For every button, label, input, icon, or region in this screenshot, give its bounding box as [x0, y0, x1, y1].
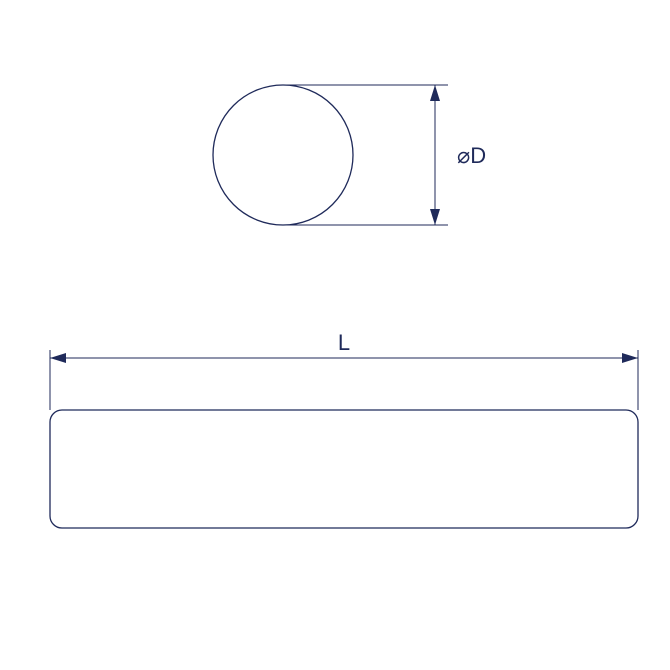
- rod-side-view: [50, 410, 638, 528]
- dim-l-arrow-left: [50, 353, 66, 363]
- dim-d-arrow-top: [430, 85, 440, 101]
- circle-top-view: [213, 85, 353, 225]
- dim-l-label: L: [338, 330, 350, 355]
- dim-d-arrow-bottom: [430, 209, 440, 225]
- dim-l-arrow-right: [622, 353, 638, 363]
- dim-d-label: ⌀D: [457, 143, 486, 168]
